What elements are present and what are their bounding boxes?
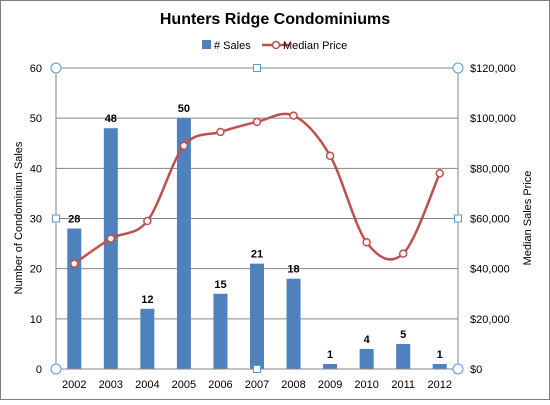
y-left-tick-label: 10 (30, 314, 42, 326)
data-label-sales-2007: 21 (251, 249, 263, 261)
data-label-sales-2002: 28 (68, 214, 80, 226)
x-tick-label: 2012 (427, 379, 451, 391)
median-price-point-2006 (216, 127, 225, 137)
data-label-sales-2009: 1 (327, 349, 333, 361)
legend-swatch-price-marker (271, 40, 281, 50)
x-tick-label: 2010 (354, 379, 378, 391)
x-tick-label: 2009 (318, 379, 342, 391)
x-tick-label: 2011 (391, 379, 415, 391)
median-price-point-2008 (289, 111, 298, 120)
corner-resize-handle[interactable] (50, 62, 62, 74)
bar-sales-2009 (323, 363, 338, 369)
data-label-sales-2006: 15 (214, 279, 226, 291)
bar-sales-2008 (286, 278, 301, 369)
bar-sales-2002 (67, 228, 82, 369)
data-label-sales-2004: 12 (141, 294, 153, 306)
median-price-point-2009 (325, 151, 335, 161)
y-left-tick-label: 50 (30, 113, 42, 125)
corner-resize-handle[interactable] (452, 363, 464, 375)
x-tick-label: 2006 (208, 379, 232, 391)
data-label-sales-2003: 48 (105, 113, 117, 125)
x-tick-label: 2004 (135, 379, 159, 391)
bar-sales-2005 (176, 118, 191, 370)
chart-title: Hunters Ridge Condominiums (160, 11, 390, 28)
y-right-tick-label: $80,000 (470, 163, 510, 175)
median-price-point-2003 (106, 234, 116, 243)
median-price-point-2007 (252, 117, 262, 127)
x-tick-label: 2005 (172, 379, 196, 391)
line-series-median-price (70, 111, 444, 268)
y-right-tick-label: $40,000 (470, 264, 510, 276)
data-label-sales-2008: 18 (287, 264, 299, 276)
corner-resize-handle[interactable] (452, 62, 464, 74)
bar-sales-2011 (396, 343, 411, 369)
y-left-tick-label: 30 (30, 214, 42, 226)
median-price-point-2011 (398, 249, 408, 258)
y-right-tick-label: $0 (470, 364, 482, 376)
x-tick-label: 2003 (99, 379, 123, 391)
edge-resize-handle[interactable] (253, 64, 261, 72)
data-label-sales-2005: 50 (178, 103, 190, 115)
y-left-tick-label: 60 (30, 63, 42, 75)
median-price-point-2012 (435, 169, 444, 178)
x-tick-label: 2002 (62, 379, 86, 391)
bar-sales-2004 (140, 308, 155, 369)
legend-swatch-sales (202, 40, 211, 49)
bar-sales-2007 (250, 263, 264, 369)
data-label-sales-2011: 5 (400, 329, 406, 341)
bar-series-sales (67, 118, 447, 370)
bar-sales-2006 (213, 293, 228, 369)
y-right-tick-label: $60,000 (470, 214, 510, 226)
chart-legend: # Sales Median Price (202, 40, 347, 52)
median-price-point-2002 (70, 259, 79, 268)
data-labels: 28 48 12 50 15 21 18 1 4 5 1 (68, 103, 443, 361)
y-left-tick-label: 0 (36, 364, 42, 376)
edge-resize-handle[interactable] (52, 214, 60, 223)
legend-label-median-price: Median Price (283, 40, 347, 52)
median-price-point-2005 (179, 141, 189, 151)
y-axis-right-title: Median Sales Price (522, 171, 534, 266)
median-price-point-2004 (143, 216, 152, 226)
data-label-sales-2010: 4 (364, 334, 371, 346)
corner-resize-handle[interactable] (50, 363, 62, 375)
edge-resize-handle[interactable] (253, 365, 261, 373)
bar-sales-2003 (103, 128, 118, 369)
y-right-tick-label: $20,000 (470, 314, 510, 326)
y-right-tick-label: $100,000 (470, 113, 516, 125)
x-tick-label: 2008 (281, 379, 305, 391)
bar-sales-2012 (432, 363, 447, 369)
y-right-tick-label: $120,000 (470, 63, 516, 75)
data-label-sales-2012: 1 (437, 349, 443, 361)
axes: 0 $0 10 $20,000 20 $40,000 30 $60,000 40 $80,000 5… (30, 63, 516, 391)
y-left-tick-label: 40 (30, 163, 42, 175)
selection-handles (50, 62, 464, 375)
y-axis-left-title: Number of Condominium Sales (13, 141, 25, 294)
x-tick-label: 2007 (245, 379, 269, 391)
bar-sales-2010 (359, 348, 374, 369)
legend-label-sales: # Sales (214, 40, 251, 52)
edge-resize-handle[interactable] (454, 214, 462, 223)
y-left-tick-label: 20 (30, 264, 42, 276)
median-price-point-2010 (362, 238, 371, 247)
